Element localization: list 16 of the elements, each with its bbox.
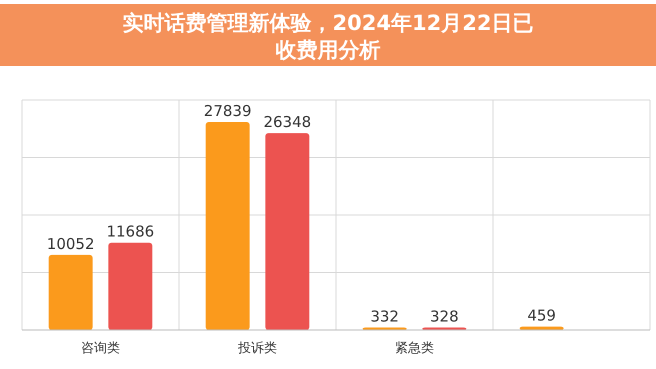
bar [206, 122, 250, 330]
x-tick-label: 紧急类 [395, 341, 434, 356]
data-label: 332 [370, 308, 399, 326]
data-label: 11686 [106, 222, 154, 241]
x-tick-label: 咨询类 [81, 341, 120, 356]
x-tick-label: 投诉类 [237, 341, 277, 356]
data-label: 459 [527, 306, 556, 325]
title: 实时话费管理新体验，2024年12月22日已收费用分析 [0, 4, 656, 66]
bar [48, 254, 93, 330]
chart-title: 实时话费管理新体验，2024年12月22日已收费用分析 [122, 11, 534, 62]
bar [265, 133, 310, 330]
data-label: 10052 [46, 234, 95, 253]
bar [108, 242, 152, 330]
data-label: 26348 [263, 113, 312, 132]
data-label: 328 [430, 308, 459, 326]
data-label: 27839 [204, 102, 252, 120]
